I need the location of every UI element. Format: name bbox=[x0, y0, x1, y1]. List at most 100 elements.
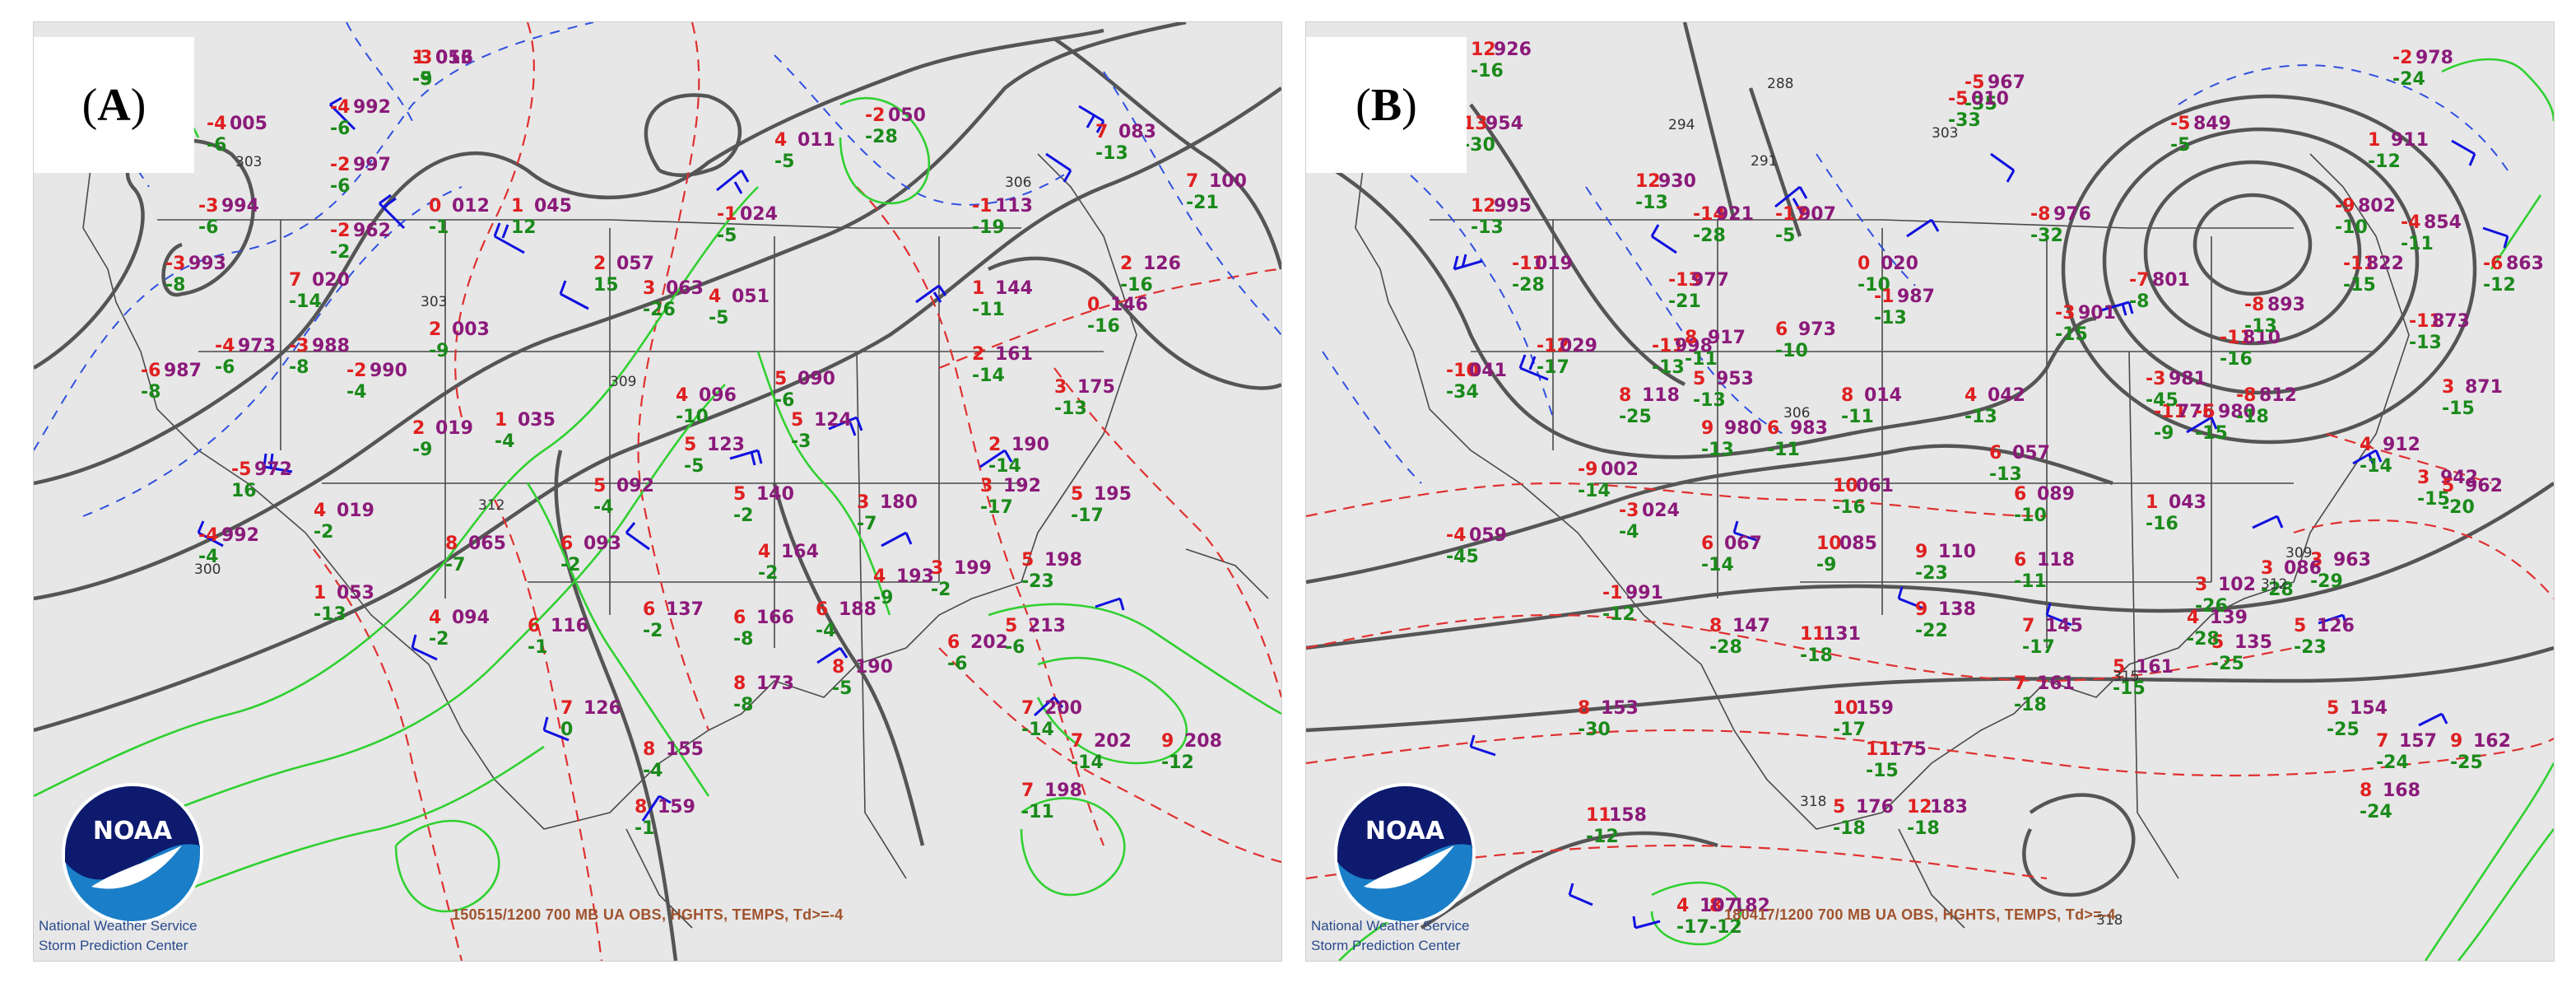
station-temperature: 5 bbox=[684, 435, 696, 455]
station-temperature: -1 bbox=[1602, 583, 1622, 603]
station-height: 161 bbox=[995, 344, 1033, 365]
station-height: 020 bbox=[312, 270, 350, 291]
noaa-logo-text: NOAA bbox=[93, 817, 173, 846]
station-height: 131 bbox=[1823, 624, 1861, 645]
station-height: 159 bbox=[1856, 698, 1894, 719]
station-height: 967 bbox=[1988, 72, 2025, 93]
station-dewpoint: -10 bbox=[1775, 341, 1808, 361]
height-contour-label: 288 bbox=[1767, 76, 1793, 92]
station-plot: 6 973-10 bbox=[1775, 319, 1836, 361]
station-plot: 8 153-30 bbox=[1578, 698, 1639, 740]
station-plot: 9 110-23 bbox=[1915, 542, 1976, 584]
station-height: 002 bbox=[1601, 459, 1639, 480]
station-dewpoint: -14 bbox=[2360, 456, 2392, 477]
station-height: 041 bbox=[1469, 361, 1507, 381]
station-temperature: -8 bbox=[2236, 385, 2256, 406]
station-dewpoint: -32 bbox=[2030, 226, 2063, 246]
station-height: 198 bbox=[1044, 550, 1082, 571]
station-height: 157 bbox=[2399, 731, 2437, 752]
station-height: 110 bbox=[1938, 542, 1976, 562]
station-dewpoint: -14 bbox=[289, 291, 322, 312]
station-plot: 5 198-23 bbox=[1021, 550, 1082, 592]
height-contour-label: 312 bbox=[2261, 576, 2287, 593]
station-temperature: 8 bbox=[1619, 385, 1631, 406]
station-temperature: -11 bbox=[1512, 254, 1545, 274]
station-height: 053 bbox=[337, 583, 374, 603]
station-dewpoint: -23 bbox=[2294, 637, 2327, 658]
station-temperature: 4 bbox=[1676, 896, 1689, 916]
station-height: 907 bbox=[1798, 204, 1836, 225]
station-dewpoint: -23 bbox=[1915, 563, 1948, 584]
station-dewpoint: -3 bbox=[791, 431, 811, 452]
station-temperature: -1 bbox=[972, 196, 992, 217]
station-height: 198 bbox=[1044, 780, 1082, 801]
station-temperature: -5 bbox=[1965, 72, 1984, 93]
station-height: 059 bbox=[1469, 525, 1507, 546]
station-dewpoint: -1 bbox=[429, 217, 449, 238]
station-temperature: 10 bbox=[1833, 476, 1858, 496]
station-height: 061 bbox=[1856, 476, 1894, 496]
station-plot: -2 050-28 bbox=[865, 105, 926, 147]
station-height: 980 bbox=[2218, 402, 2256, 422]
station-dewpoint: -45 bbox=[1446, 547, 1479, 567]
station-temperature: 5 bbox=[2442, 476, 2454, 496]
station-dewpoint: -8 bbox=[733, 629, 753, 650]
station-dewpoint: -6 bbox=[207, 135, 226, 156]
station-temperature: -8 bbox=[2030, 204, 2050, 225]
station-plot: -2 990-4 bbox=[346, 361, 407, 403]
station-plot: 7 126 0 bbox=[560, 698, 621, 740]
station-plot: 5 092-4 bbox=[593, 476, 654, 518]
station-temperature: -17 bbox=[1775, 204, 1808, 225]
station-height: 042 bbox=[1988, 385, 2025, 406]
station-dewpoint: -16 bbox=[1120, 275, 1153, 296]
station-dewpoint: -13 bbox=[1965, 407, 1997, 427]
station-dewpoint: -4 bbox=[346, 382, 366, 403]
station-height: 208 bbox=[1184, 731, 1222, 752]
height-contours bbox=[34, 22, 1281, 961]
station-dewpoint: -7 bbox=[857, 514, 876, 534]
station-plot: 1 144-11 bbox=[972, 278, 1033, 320]
station-dewpoint: -11 bbox=[2014, 571, 2047, 592]
station-dewpoint: -13 bbox=[314, 604, 346, 625]
station-height: 113 bbox=[995, 196, 1033, 217]
station-plot: -4 059-45 bbox=[1446, 525, 1507, 567]
station-dewpoint: -13 bbox=[1054, 398, 1087, 419]
station-plot: 5 195-17 bbox=[1071, 484, 1132, 526]
station-dewpoint: -10 bbox=[2014, 505, 2047, 526]
station-height: 085 bbox=[1839, 533, 1877, 554]
station-dewpoint: -17 bbox=[980, 497, 1013, 518]
station-plot: -3 024-4 bbox=[1619, 501, 1680, 543]
station-dewpoint: -2 bbox=[733, 505, 753, 526]
station-height: 973 bbox=[238, 336, 276, 356]
station-dewpoint: 0 bbox=[560, 720, 573, 740]
station-height: 190 bbox=[1011, 435, 1049, 455]
station-plot: -8 976-32 bbox=[2030, 204, 2091, 246]
station-height: 154 bbox=[2350, 698, 2388, 719]
station-plot: 9 162-25 bbox=[2450, 731, 2511, 773]
station-plot: 7 145-17 bbox=[2022, 616, 2083, 658]
station-height: 173 bbox=[756, 673, 794, 694]
station-height: 100 bbox=[1209, 171, 1247, 192]
station-dewpoint: -6 bbox=[330, 176, 350, 197]
station-dewpoint: -16 bbox=[2220, 349, 2253, 370]
station-height: 988 bbox=[312, 336, 350, 356]
station-height: 144 bbox=[995, 278, 1033, 299]
map-caption: 150515/1200 700 MB UA OBS, HGHTS, TEMPS,… bbox=[452, 906, 844, 923]
station-dewpoint: -5 bbox=[684, 456, 704, 477]
station-dewpoint: -28 bbox=[2187, 629, 2220, 650]
station-height: 893 bbox=[2267, 295, 2305, 315]
station-plot: 7 083-13 bbox=[1095, 122, 1156, 164]
station-height: 011 bbox=[797, 130, 835, 151]
station-temperature: 10 bbox=[1816, 533, 1842, 554]
station-height: 145 bbox=[2045, 616, 2083, 636]
station-temperature: -4 bbox=[330, 97, 350, 118]
station-temperature: 4 bbox=[1965, 385, 1977, 406]
station-dewpoint: -2 bbox=[560, 555, 580, 575]
station-temperature: 7 bbox=[560, 698, 573, 719]
station-plot: -9 002-14 bbox=[1578, 459, 1639, 501]
station-dewpoint: -14 bbox=[1701, 555, 1734, 575]
station-plot: -3 901-15 bbox=[2055, 303, 2116, 345]
station-height: 981 bbox=[2169, 369, 2206, 389]
